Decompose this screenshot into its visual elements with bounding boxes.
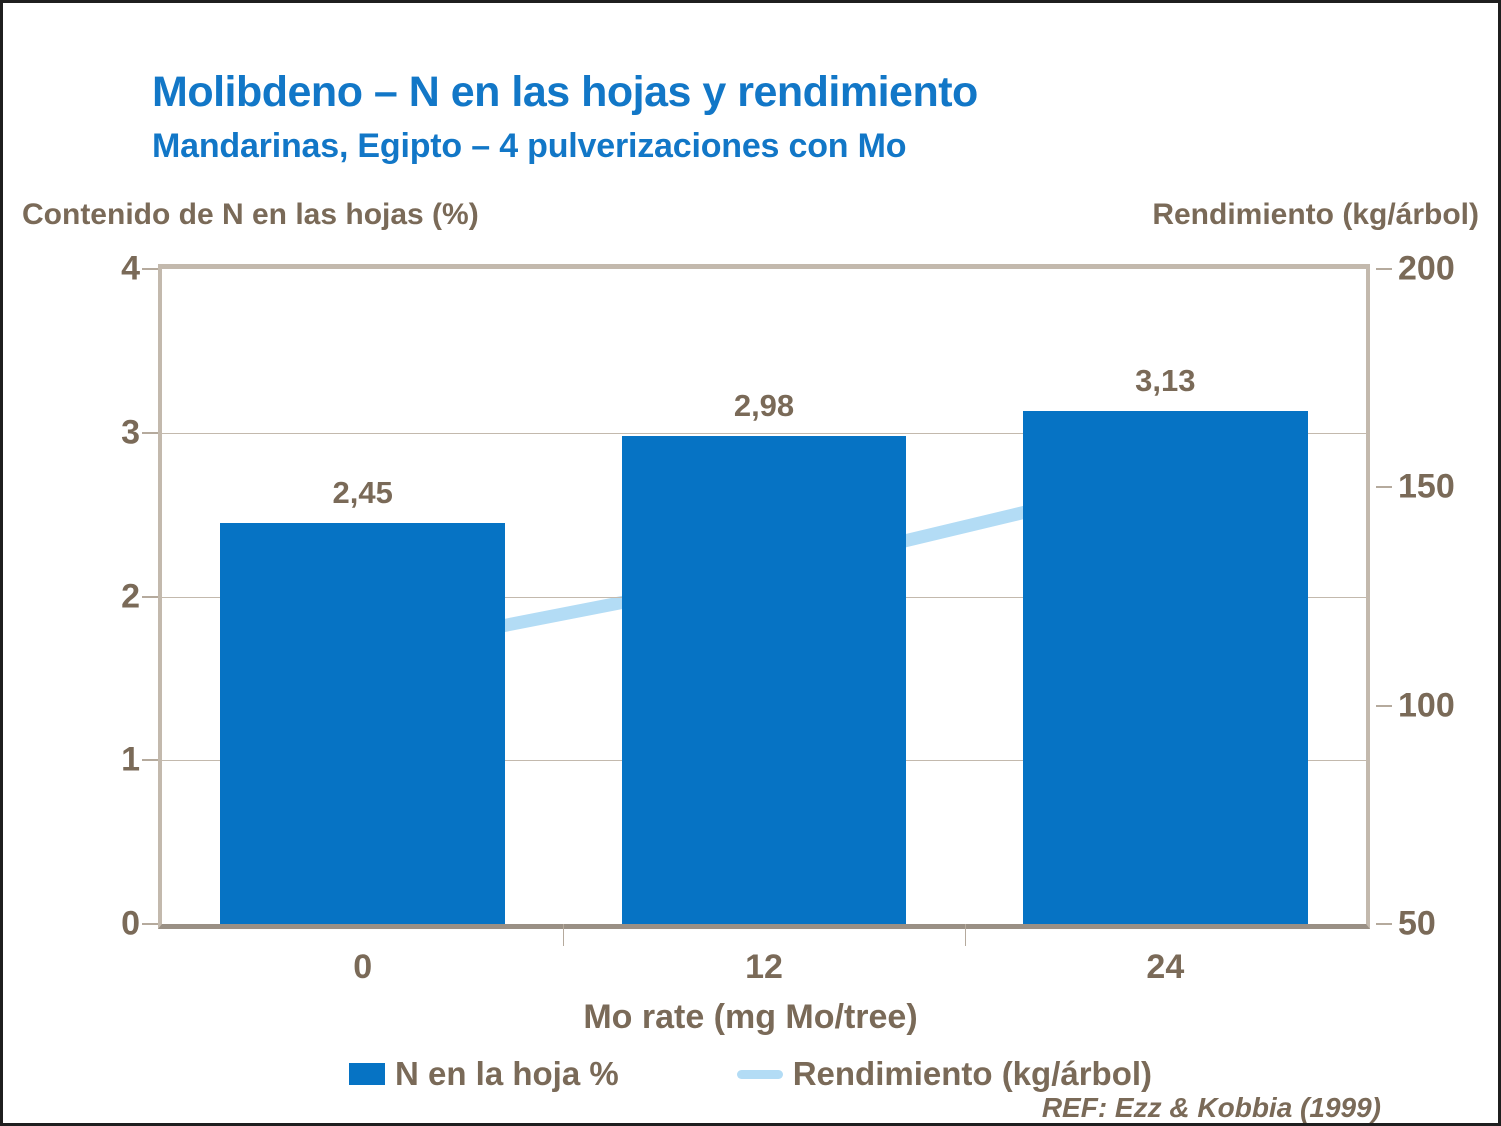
right-tick-mark	[1376, 923, 1392, 925]
left-axis-ticks: 0 1 2 3 4	[88, 250, 158, 943]
legend-label-line: Rendimiento (kg/árbol)	[792, 1055, 1153, 1092]
x-tick-label: 24	[1146, 948, 1185, 986]
right-tick-mark	[1376, 704, 1392, 707]
bar-value-label: 2,98	[733, 388, 795, 424]
right-tick-mark	[1376, 268, 1392, 270]
right-tick-label: 100	[1398, 686, 1455, 725]
bar[interactable]	[621, 436, 907, 924]
right-tick-label: 150	[1398, 467, 1455, 506]
x-tick-label: 0	[353, 948, 373, 986]
left-tick-label: 1	[121, 740, 140, 779]
legend-bar-swatch-icon	[348, 1063, 385, 1085]
legend-line-swatch-icon	[736, 1069, 783, 1079]
left-axis-title: Contenido de N en las hojas (%)	[22, 198, 479, 231]
legend-label-bars: N en la hoja %	[394, 1055, 619, 1092]
bar[interactable]	[220, 522, 506, 924]
x-tick-label: 12	[745, 948, 783, 986]
bar-value-label: 3,13	[1135, 363, 1196, 399]
reference-citation: REF: Ezz & Kobbia (1999)	[1041, 1092, 1381, 1123]
gridline	[162, 432, 1366, 434]
legend-item-line[interactable]: Rendimiento (kg/árbol)	[736, 1055, 1153, 1093]
bar-value-label: 2,45	[332, 474, 393, 510]
right-axis-title: Rendimiento (kg/árbol)	[1152, 198, 1479, 231]
left-tick-mark	[142, 923, 158, 925]
left-tick-mark	[142, 431, 158, 434]
chart-title: Molibdeno – N en las hojas y rendimiento	[152, 68, 978, 116]
right-axis-ticks: 50 100 150 200	[1376, 250, 1498, 943]
left-tick-mark	[142, 595, 158, 598]
x-axis-separator-tick	[964, 924, 966, 946]
right-tick-mark	[1376, 486, 1392, 489]
legend-item-bars[interactable]: N en la hoja %	[348, 1055, 619, 1093]
left-tick-label: 0	[121, 904, 140, 943]
chart-legend: N en la hoja % Rendimiento (kg/árbol)	[0, 1055, 1501, 1093]
left-tick-mark	[142, 759, 158, 762]
bar[interactable]	[1022, 411, 1308, 924]
left-tick-label: 3	[121, 413, 140, 452]
left-tick-label: 2	[121, 577, 140, 615]
right-tick-label: 50	[1398, 904, 1436, 943]
x-axis-title: Mo rate (mg Mo/tree)	[583, 998, 918, 1036]
left-tick-mark	[142, 268, 158, 270]
chart-subtitle: Mandarinas, Egipto – 4 pulverizaciones c…	[152, 127, 907, 165]
left-tick-label: 4	[121, 249, 140, 288]
right-tick-label: 200	[1398, 249, 1455, 288]
x-axis-separator-tick	[563, 924, 565, 946]
